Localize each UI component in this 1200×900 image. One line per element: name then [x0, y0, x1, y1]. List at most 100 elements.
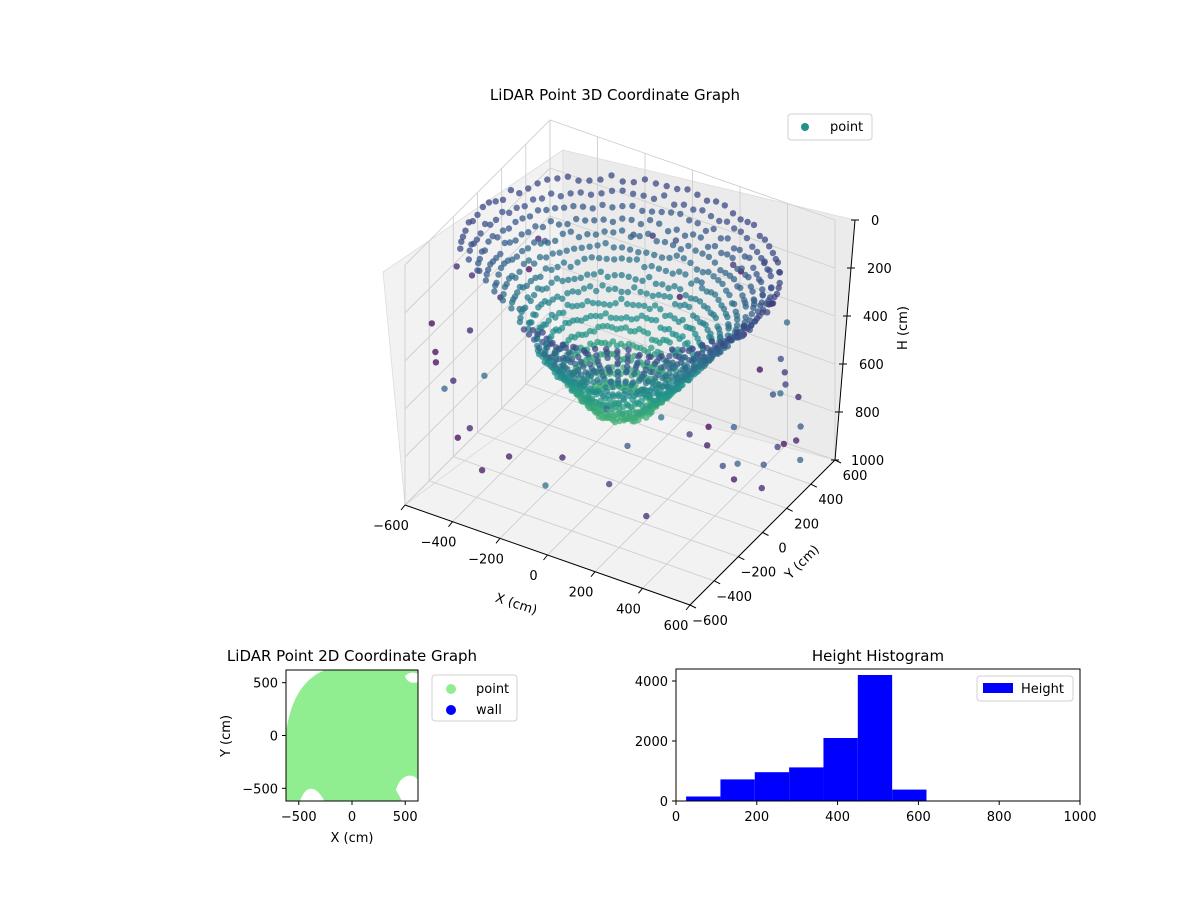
- y-tick-label-2d: 0: [270, 730, 278, 745]
- cloud-point: [659, 281, 666, 288]
- cloud-point: [466, 327, 474, 334]
- cloud-point: [499, 208, 506, 216]
- cloud-point: [676, 293, 683, 301]
- cloud-point: [795, 393, 802, 401]
- cloud-point: [627, 233, 635, 241]
- cloud-point: [679, 316, 686, 324]
- cloud-point: [771, 293, 778, 301]
- cloud-point: [525, 331, 533, 338]
- cloud-point: [581, 255, 588, 262]
- cloud-point: [661, 192, 668, 199]
- cloud-point: [640, 192, 647, 199]
- cloud-point: [516, 268, 523, 275]
- cloud-point: [729, 254, 736, 262]
- cloud-point: [625, 346, 632, 353]
- cloud-point: [726, 291, 733, 299]
- cloud-point: [687, 259, 694, 266]
- cloud-point: [761, 258, 768, 265]
- chart-histogram: Height Histogram 0 200 400 600 800 1000 0 2000 4…: [635, 647, 1097, 825]
- chart-2d: LiDAR Point 2D Coordinate Graph −500−500…: [219, 647, 518, 846]
- cloud-point: [459, 233, 467, 240]
- cloud-point: [592, 231, 600, 238]
- cloud-point: [487, 261, 494, 268]
- histogram-bar: [720, 779, 755, 801]
- cloud-point: [499, 227, 507, 234]
- cloud-point: [560, 259, 568, 266]
- cloud-point: [737, 228, 744, 235]
- cloud-point: [573, 302, 581, 309]
- cloud-point: [623, 363, 631, 370]
- cloud-point: [650, 195, 658, 202]
- cloud-point: [704, 243, 712, 251]
- cloud-point: [652, 180, 660, 187]
- cloud-point: [564, 301, 571, 309]
- chart-3d: LiDAR Point 3D Coordinate Graph −600 −400…: [373, 86, 911, 634]
- cloud-point: [598, 190, 605, 197]
- cloud-point: [633, 256, 641, 263]
- cloud-point: [759, 291, 766, 298]
- cloud-point: [658, 254, 666, 261]
- cloud-point: [609, 204, 616, 211]
- cloud-point: [594, 242, 601, 249]
- grid-line: [404, 119, 836, 266]
- x-tick-mark: [543, 554, 548, 561]
- cloud-point: [593, 287, 600, 295]
- cloud-point: [730, 423, 738, 431]
- cloud-point: [577, 358, 584, 365]
- cloud-point: [599, 323, 607, 330]
- cloud-point: [731, 225, 738, 232]
- cloud-point: [604, 273, 611, 280]
- cloud-point: [702, 227, 710, 235]
- cloud-point: [626, 256, 633, 263]
- cloud-point: [606, 480, 613, 488]
- cloud-point: [550, 328, 557, 335]
- cloud-point: [543, 206, 550, 214]
- cloud-point: [733, 329, 741, 336]
- cloud-point: [741, 322, 748, 330]
- legend-hist: Height: [976, 675, 1074, 702]
- cloud-point: [580, 285, 588, 292]
- cloud-point: [627, 328, 634, 335]
- cloud-point: [481, 220, 489, 228]
- cloud-point: [643, 315, 650, 322]
- cloud-point: [614, 368, 622, 375]
- cloud-point: [513, 204, 520, 211]
- cloud-point: [672, 237, 680, 244]
- cloud-point: [428, 320, 435, 327]
- x-tick-mark: [495, 538, 501, 544]
- cloud-point: [686, 217, 693, 224]
- cloud-point: [718, 249, 725, 257]
- cloud-point: [631, 370, 638, 378]
- cloud-point: [684, 186, 691, 193]
- cloud-point: [766, 243, 773, 250]
- cloud-point: [612, 315, 620, 322]
- cloud-point: [525, 257, 532, 264]
- cloud-point: [587, 340, 594, 347]
- cloud-point: [671, 300, 679, 308]
- cloud-point: [615, 377, 622, 384]
- cloud-point: [614, 361, 621, 368]
- cloud-point: [508, 299, 516, 306]
- gap-region: [405, 672, 418, 683]
- cloud-point: [567, 263, 574, 271]
- cloud-point: [763, 300, 770, 307]
- cloud-point: [759, 286, 766, 293]
- cloud-point: [526, 213, 534, 220]
- cloud-point: [499, 196, 507, 203]
- cloud-point: [432, 348, 439, 356]
- x-axis-label-2d: X (cm): [331, 831, 374, 846]
- cloud-point: [577, 189, 584, 196]
- cloud-point: [536, 253, 544, 261]
- cloud-point: [625, 273, 632, 280]
- cloud-point: [742, 303, 749, 310]
- cloud-point: [652, 280, 660, 287]
- cloud-point: [534, 331, 541, 338]
- cloud-point: [501, 239, 508, 247]
- cloud-point: [454, 434, 461, 441]
- cloud-point: [671, 283, 678, 290]
- cloud-point: [597, 176, 604, 183]
- cloud-point: [465, 256, 472, 263]
- cloud-point: [696, 356, 703, 364]
- cloud-point: [606, 301, 613, 309]
